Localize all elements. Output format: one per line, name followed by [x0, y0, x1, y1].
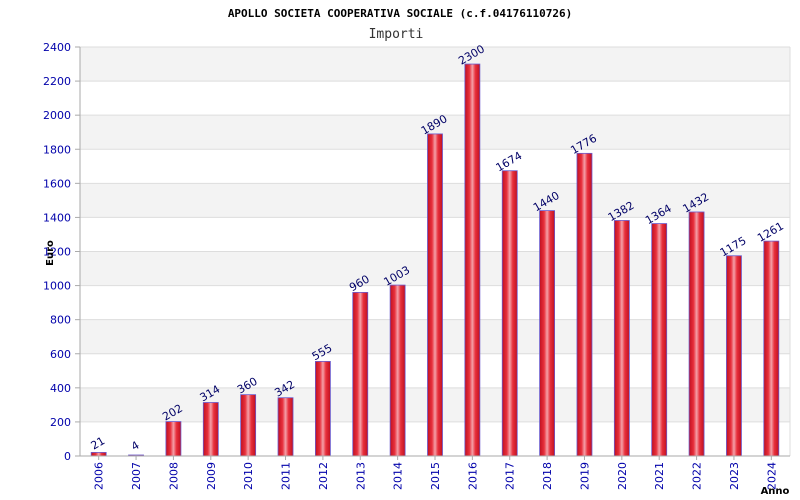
bar-2009 — [202, 402, 219, 457]
y-tick-label: 2200 — [43, 75, 71, 88]
bar-2015 — [427, 133, 443, 457]
bar-2020 — [613, 220, 630, 457]
x-tick-label-2011: 2011 — [280, 462, 293, 490]
chart-subtitle: Importi — [369, 27, 424, 42]
x-axis-ticks: 2006 2007 2008 2009 2010 2011 2012 2013 2014 2015… — [93, 456, 778, 490]
bar-2023 — [726, 255, 742, 457]
x-tick-label-2016: 2016 — [466, 462, 479, 490]
y-tick-label: 200 — [50, 416, 71, 429]
x-tick-label-2008: 2008 — [167, 462, 180, 490]
grid-band — [80, 47, 790, 82]
bar-2017 — [501, 170, 518, 457]
y-axis-ticks: 0 200 400 600 800 1000 1200 1400 1600 1800 2000 220… — [43, 41, 80, 463]
bar-2013 — [352, 291, 369, 457]
bar-2024 — [763, 240, 780, 457]
y-tick-label: 2000 — [43, 109, 71, 122]
x-tick-label-2021: 2021 — [653, 462, 666, 490]
y-tick-label: 1800 — [43, 143, 71, 156]
y-tick-label: 1200 — [43, 246, 71, 259]
x-tick-label-2024: 2024 — [765, 462, 778, 490]
bar-2019 — [576, 152, 593, 457]
y-tick-label: 1000 — [43, 280, 71, 293]
bar-2018 — [539, 210, 556, 457]
x-tick-label-2013: 2013 — [354, 462, 367, 490]
x-tick-label-2010: 2010 — [242, 462, 255, 490]
x-tick-label-2019: 2019 — [578, 462, 591, 490]
y-tick-label: 800 — [50, 314, 71, 327]
y-tick-label: 0 — [64, 450, 71, 463]
bar-2010 — [240, 394, 257, 457]
bar-2006 — [90, 452, 107, 457]
chart-title: APOLLO SOCIETA COOPERATIVA SOCIALE (c.f.… — [228, 7, 572, 20]
bar-2008 — [165, 421, 182, 457]
y-tick-label: 600 — [50, 348, 71, 361]
bar-2012 — [314, 361, 331, 457]
bar-2016 — [464, 63, 481, 457]
y-axis-title: Euro — [45, 240, 56, 266]
x-tick-label-2012: 2012 — [317, 462, 330, 490]
y-tick-label: 1400 — [43, 211, 71, 224]
x-tick-label-2020: 2020 — [616, 462, 629, 490]
x-tick-label-2006: 2006 — [93, 462, 106, 490]
x-axis-title: Anno — [761, 486, 790, 497]
bar-2014 — [389, 284, 406, 457]
x-tick-label-2022: 2022 — [691, 462, 704, 490]
bar-2011 — [277, 397, 294, 457]
x-tick-label-2009: 2009 — [205, 462, 218, 490]
x-tick-label-2017: 2017 — [504, 462, 517, 490]
bar-2021 — [651, 223, 668, 457]
x-tick-label-2023: 2023 — [728, 462, 741, 490]
y-tick-label: 1600 — [43, 177, 71, 190]
x-tick-label-2018: 2018 — [541, 462, 554, 490]
grid-band — [80, 81, 790, 116]
value-label-2006: 21 — [89, 434, 108, 452]
bar-2022 — [688, 211, 705, 457]
y-tick-label: 400 — [50, 382, 71, 395]
x-tick-label-2015: 2015 — [429, 462, 442, 490]
x-tick-label-2007: 2007 — [130, 462, 143, 490]
x-tick-label-2014: 2014 — [392, 462, 405, 490]
y-tick-label: 2400 — [43, 41, 71, 54]
